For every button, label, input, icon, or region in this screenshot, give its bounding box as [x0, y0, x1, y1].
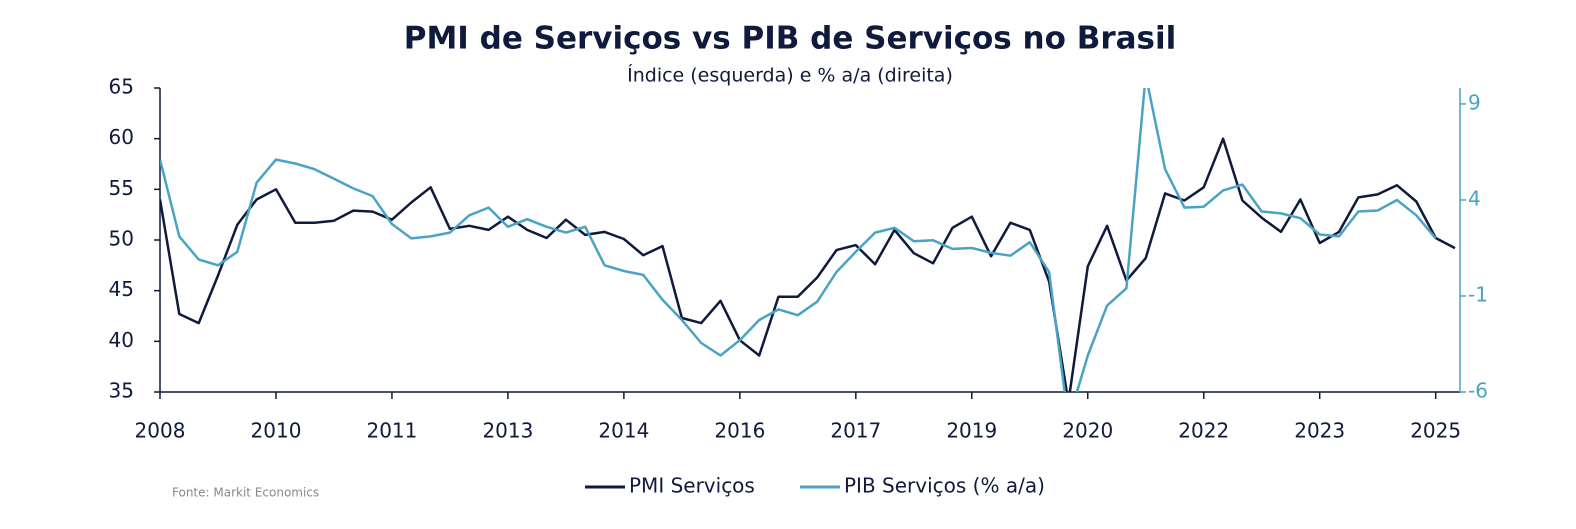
y2-tick-label: 9 — [1468, 90, 1481, 114]
y2-tick-label: -6 — [1468, 379, 1488, 403]
legend-label: PIB Serviços (% a/a) — [844, 474, 1045, 498]
chart-subtitle: Índice (esquerda) e % a/a (direita) — [627, 64, 953, 87]
y-tick-label: 40 — [109, 328, 134, 352]
x-tick-label: 2016 — [714, 419, 765, 443]
y-tick-label: 35 — [109, 379, 134, 403]
chart-title: PMI de Serviços vs PIB de Serviços no Br… — [404, 21, 1177, 57]
x-tick-label: 2014 — [598, 419, 649, 443]
x-tick-label: 2019 — [946, 419, 997, 443]
legend-label: PMI Serviços — [629, 474, 755, 498]
y-tick-label: 60 — [109, 125, 134, 149]
x-tick-label: 2020 — [1062, 419, 1113, 443]
y2-tick-label: 4 — [1468, 186, 1481, 210]
x-tick-label: 2017 — [830, 419, 881, 443]
y-tick-label: 45 — [109, 277, 134, 301]
x-tick-label: 2013 — [482, 419, 533, 443]
y2-tick-label: -1 — [1468, 282, 1488, 306]
x-tick-label: 2025 — [1410, 419, 1461, 443]
x-tick-label: 2008 — [135, 419, 186, 443]
plot-area — [160, 88, 1456, 392]
x-tick-label: 2022 — [1178, 419, 1229, 443]
series-line — [160, 137, 1456, 392]
y-tick-label: 65 — [109, 75, 134, 99]
y-tick-label: 50 — [109, 227, 134, 251]
x-tick-label: 2023 — [1294, 419, 1345, 443]
series-line — [160, 88, 1437, 392]
x-tick-label: 2010 — [251, 419, 302, 443]
y-tick-label: 55 — [109, 176, 134, 200]
x-tick-label: 2011 — [366, 419, 417, 443]
source: Fonte: Markit Economics — [172, 486, 319, 500]
